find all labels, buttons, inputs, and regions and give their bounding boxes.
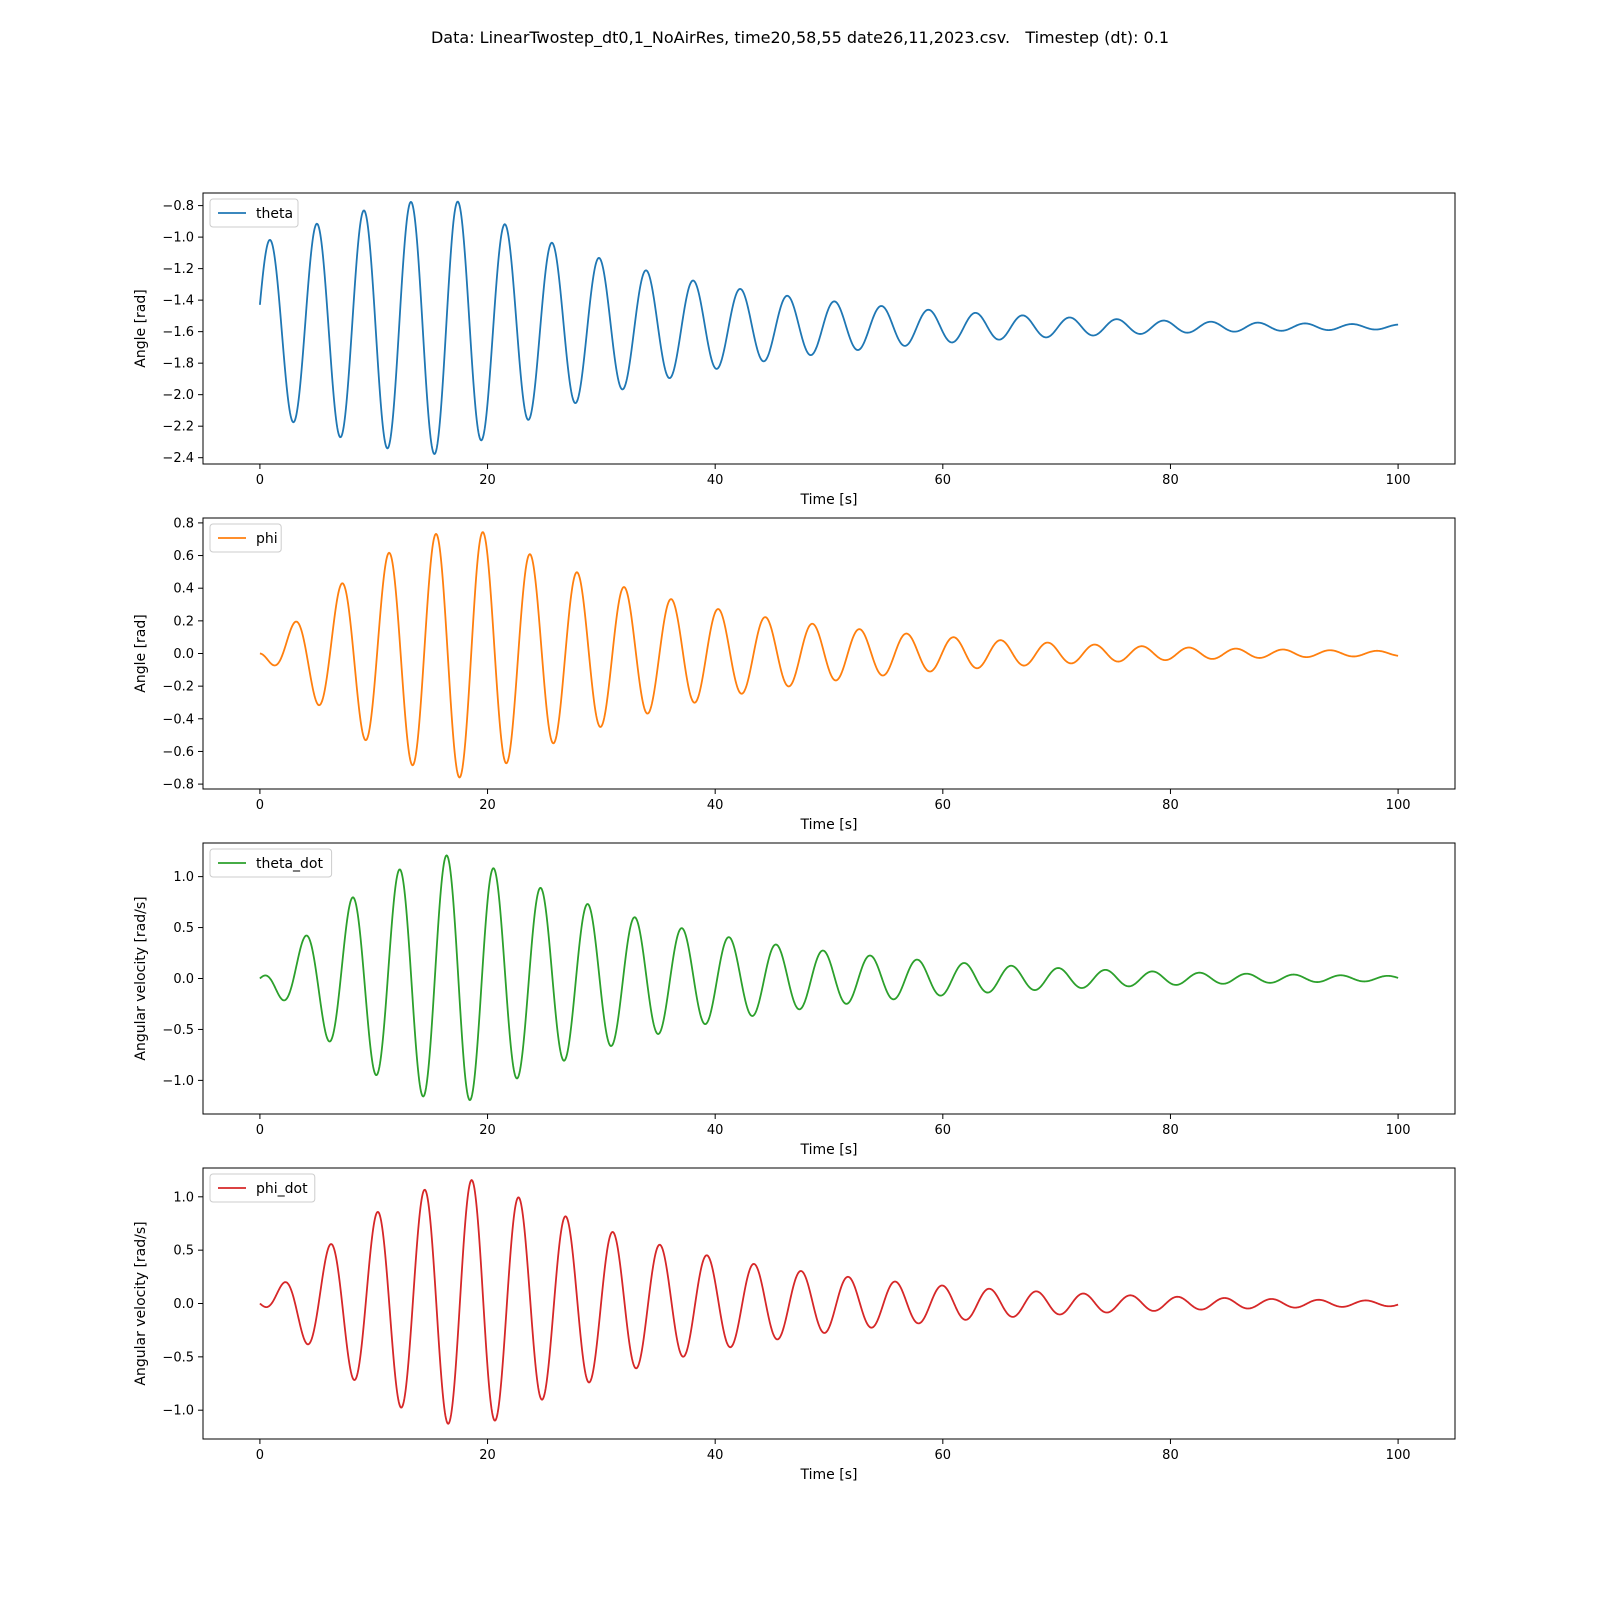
x-axis-label: Time [s]: [800, 1142, 858, 1158]
y-tick-label: 0.0: [173, 972, 194, 987]
y-tick-label: 1.0: [173, 1190, 194, 1205]
y-tick-label: −0.2: [162, 680, 194, 695]
y-axis-label: Angle [rad]: [133, 614, 149, 692]
x-axis-label: Time [s]: [800, 492, 858, 508]
x-tick-label: 20: [479, 473, 496, 488]
x-tick-label: 80: [1162, 473, 1179, 488]
legend-label-theta_dot: theta_dot: [256, 856, 323, 872]
x-tick-label: 0: [256, 1448, 264, 1463]
legend-label-theta: theta: [256, 206, 293, 222]
y-tick-label: −0.5: [162, 1350, 194, 1365]
y-axis-label: Angle [rad]: [133, 289, 149, 367]
figure-title: Data: LinearTwostep_dt0,1_NoAirRes, time…: [430, 28, 1169, 47]
series-line-phi_dot: [259, 1179, 1399, 1425]
x-axis-label: Time [s]: [800, 817, 858, 833]
axes-frame: [202, 192, 1456, 465]
x-tick-label: 100: [1386, 1123, 1411, 1138]
x-tick-label: 80: [1162, 1123, 1179, 1138]
y-tick-label: −1.0: [162, 1074, 194, 1089]
series-line-theta: [259, 200, 1399, 455]
x-tick-label: 20: [479, 798, 496, 813]
x-tick-label: 100: [1386, 1448, 1411, 1463]
x-tick-label: 60: [935, 1448, 952, 1463]
x-tick-label: 0: [256, 473, 264, 488]
y-tick-label: −0.4: [162, 712, 194, 727]
x-tick-label: 40: [707, 1123, 724, 1138]
y-tick-label: −1.0: [162, 1404, 194, 1419]
x-tick-label: 80: [1162, 798, 1179, 813]
x-tick-label: 100: [1386, 798, 1411, 813]
y-tick-label: 0.4: [173, 582, 194, 597]
y-tick-label: 1.0: [173, 870, 194, 885]
y-tick-label: −2.4: [162, 451, 194, 466]
x-tick-label: 40: [707, 798, 724, 813]
x-tick-label: 60: [935, 798, 952, 813]
x-tick-label: 40: [707, 1448, 724, 1463]
x-tick-label: 20: [479, 1448, 496, 1463]
y-tick-label: 0.5: [173, 1244, 194, 1259]
series-line-theta_dot: [259, 854, 1399, 1102]
y-tick-label: 0.5: [173, 921, 194, 936]
y-axis-label: Angular velocity [rad/s]: [133, 896, 149, 1060]
legend-label-phi_dot: phi_dot: [256, 1181, 308, 1197]
axes-frame: [202, 842, 1456, 1115]
subplot-4: 0 20 40 60 80 100 −1.0 −0.5 0.0 0.5 1.0 Time [s] Ang…: [133, 1167, 1456, 1483]
x-tick-label: 80: [1162, 1448, 1179, 1463]
y-tick-label: −2.2: [162, 420, 194, 435]
y-tick-label: 0.6: [173, 549, 194, 564]
y-tick-label: 0.0: [173, 647, 194, 662]
x-tick-label: 40: [707, 473, 724, 488]
subplot-2: 0 20 40 60 80 100 −0.8 −0.6 −0.4 −0.2 0.0 0.2 0.4 0.6…: [133, 516, 1456, 833]
y-tick-label: −0.8: [162, 199, 194, 214]
legend-box: [209, 848, 333, 878]
y-tick-label: 0.8: [173, 516, 194, 531]
y-tick-label: −0.5: [162, 1023, 194, 1038]
y-tick-label: −1.0: [162, 231, 194, 246]
series-line-phi: [259, 531, 1399, 779]
x-axis-label: Time [s]: [800, 1467, 858, 1483]
y-tick-label: −0.8: [162, 778, 194, 793]
legend-label-phi: phi: [256, 531, 278, 547]
x-tick-label: 20: [479, 1123, 496, 1138]
y-tick-label: −0.6: [162, 745, 194, 760]
axes-frame: [202, 1167, 1456, 1440]
x-tick-label: 60: [935, 1123, 952, 1138]
y-tick-label: 0.0: [173, 1297, 194, 1312]
x-tick-label: 100: [1386, 473, 1411, 488]
y-tick-label: −1.4: [162, 294, 194, 309]
y-tick-label: −1.2: [162, 262, 194, 277]
subplot-1: 0 20 40 60 80 100 −2.4 −2.2 −2.0 −1.8 −1.6 −1.4 −1.2…: [133, 192, 1456, 508]
legend-box: [209, 1173, 316, 1203]
y-tick-label: −2.0: [162, 388, 194, 403]
y-tick-label: −1.6: [162, 325, 194, 340]
x-tick-label: 60: [935, 473, 952, 488]
x-tick-label: 0: [256, 1123, 264, 1138]
x-tick-label: 0: [256, 798, 264, 813]
legend-box: [209, 198, 299, 228]
y-axis-label: Angular velocity [rad/s]: [133, 1221, 149, 1385]
y-tick-label: −1.8: [162, 357, 194, 372]
subplot-3: 0 20 40 60 80 100 −1.0 −0.5 0.0 0.5 1.0 Time [s] Ang…: [133, 842, 1456, 1158]
y-tick-label: 0.2: [173, 614, 194, 629]
